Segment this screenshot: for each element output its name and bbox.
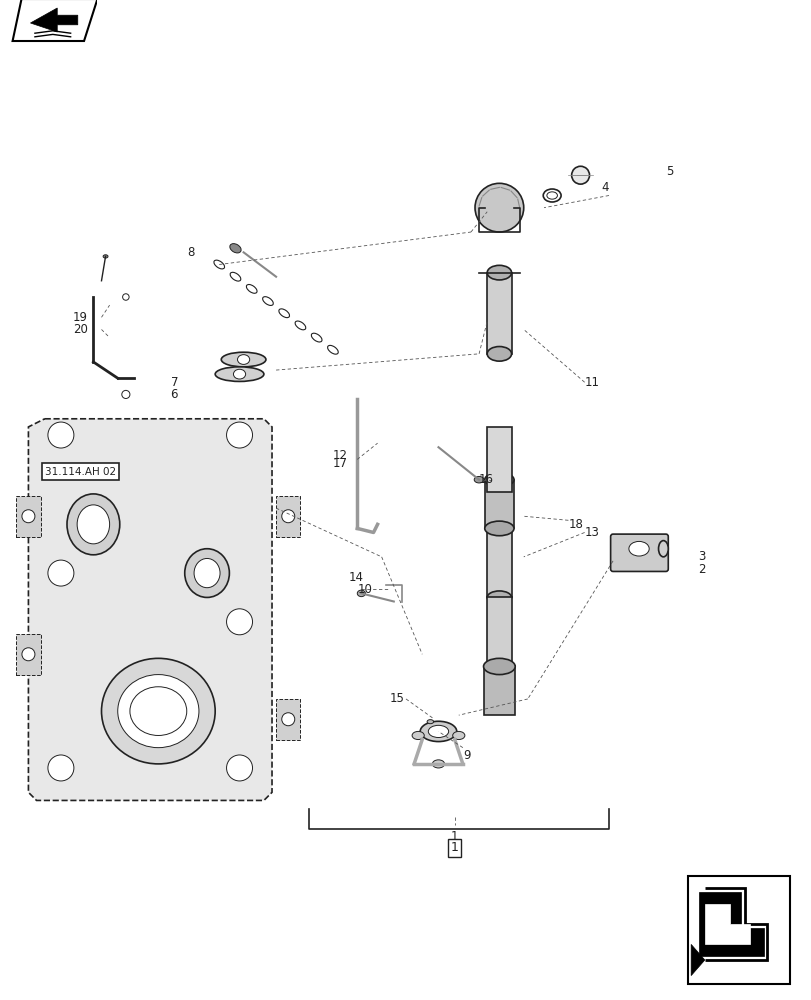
Text: 11: 11 [584,376,599,389]
Bar [484,480,513,528]
Text: 19: 19 [73,311,88,324]
Bar [487,273,511,354]
Text: 1: 1 [450,830,458,843]
Circle shape [22,510,35,523]
Text: 5: 5 [665,165,672,178]
Text: 20: 20 [73,323,88,336]
Text: 3: 3 [697,550,705,563]
Ellipse shape [411,731,423,740]
Ellipse shape [237,355,250,364]
Ellipse shape [118,675,199,748]
Ellipse shape [427,720,433,724]
Ellipse shape [428,725,448,738]
FancyBboxPatch shape [610,534,667,571]
Bar [487,427,511,492]
Ellipse shape [130,687,187,735]
Text: 31.114.AH 02: 31.114.AH 02 [45,467,116,477]
Ellipse shape [487,347,511,361]
Ellipse shape [431,760,444,768]
Ellipse shape [103,255,108,258]
Ellipse shape [474,183,523,232]
Text: 15: 15 [389,692,404,705]
Text: 12: 12 [333,449,347,462]
Text: 17: 17 [333,457,347,470]
Ellipse shape [101,658,215,764]
Bar [483,666,515,715]
Polygon shape [13,0,97,41]
Ellipse shape [546,192,556,199]
Polygon shape [690,944,704,976]
Circle shape [48,422,74,448]
Ellipse shape [185,549,229,597]
Ellipse shape [484,472,513,487]
Ellipse shape [658,541,667,557]
Ellipse shape [484,521,513,536]
Bar [16,496,41,537]
Circle shape [226,422,252,448]
Circle shape [48,560,74,586]
Text: 18: 18 [568,518,582,531]
Ellipse shape [221,352,266,367]
Ellipse shape [122,390,130,398]
Text: 9: 9 [462,749,470,762]
Circle shape [281,510,294,523]
Polygon shape [28,419,272,800]
Text: 1: 1 [450,841,458,854]
Text: 14: 14 [349,571,363,584]
Ellipse shape [234,369,246,379]
Text: 6: 6 [170,388,178,401]
Circle shape [22,648,35,661]
Ellipse shape [571,166,589,184]
Text: 4: 4 [600,181,607,194]
Bar [16,634,41,675]
Bar [487,492,511,597]
Ellipse shape [628,541,649,556]
Text: 8: 8 [187,246,194,259]
Text: 10: 10 [357,583,371,596]
Ellipse shape [67,494,120,555]
Ellipse shape [543,189,560,202]
Ellipse shape [453,731,464,740]
Ellipse shape [194,558,220,588]
Ellipse shape [483,658,514,675]
Polygon shape [704,904,749,944]
Circle shape [281,713,294,726]
Ellipse shape [357,590,365,597]
Ellipse shape [487,591,511,604]
Text: 13: 13 [584,526,599,539]
Ellipse shape [420,721,456,742]
Ellipse shape [215,367,264,381]
Text: 7: 7 [170,376,178,389]
Bar [487,597,511,666]
Circle shape [226,609,252,635]
Text: 16: 16 [478,473,493,486]
Circle shape [48,755,74,781]
Ellipse shape [487,265,511,280]
Ellipse shape [77,505,109,544]
Polygon shape [698,892,763,956]
Ellipse shape [122,294,129,300]
Text: 2: 2 [697,563,705,576]
Bar [276,496,300,537]
Polygon shape [31,8,78,32]
Ellipse shape [474,476,483,483]
Ellipse shape [230,244,241,253]
Circle shape [226,755,252,781]
Bar [276,699,300,740]
